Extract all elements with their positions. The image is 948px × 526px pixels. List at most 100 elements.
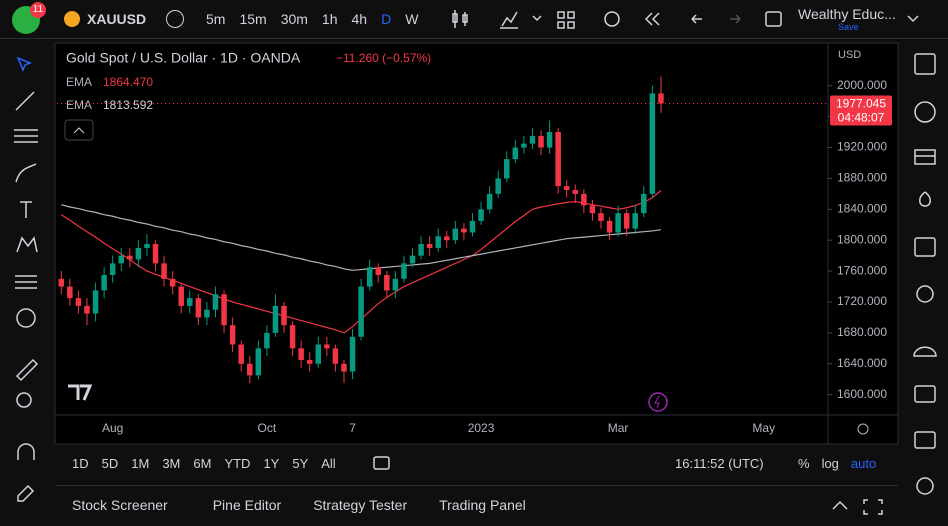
interval[interactable]: 15m <box>239 11 267 27</box>
hotlists-button[interactable] <box>919 191 931 207</box>
interval[interactable]: 4h <box>351 11 368 27</box>
candle-body <box>538 135 544 148</box>
scale-options: % log auto <box>798 456 876 471</box>
maximize-panel[interactable] <box>863 499 883 515</box>
settings-icon[interactable] <box>857 423 869 435</box>
candle-body <box>461 228 467 233</box>
interval[interactable]: 5m <box>206 11 226 27</box>
alerts-button[interactable] <box>914 101 936 123</box>
ideas-button[interactable] <box>916 285 934 303</box>
events-bolt <box>654 395 660 409</box>
candle-body <box>623 213 630 229</box>
candle-body <box>546 132 553 148</box>
replay-icon[interactable] <box>644 12 660 26</box>
layout-menu[interactable] <box>905 10 921 26</box>
icon-tool[interactable] <box>16 308 36 328</box>
range-button[interactable]: 5D <box>101 456 119 471</box>
candle-type-icon[interactable] <box>452 10 468 28</box>
pattern-tool[interactable] <box>16 236 38 253</box>
candle-body <box>58 278 65 287</box>
layouts-icon[interactable] <box>557 11 575 29</box>
range-button[interactable]: 1D <box>72 456 89 471</box>
candle-body <box>127 255 133 260</box>
streams-button[interactable] <box>913 346 937 357</box>
y-tick-label: 1720.000 <box>837 294 887 308</box>
cursor-tool[interactable] <box>16 56 32 72</box>
panel-tab[interactable]: Trading Panel <box>439 497 526 513</box>
watchlist-button[interactable] <box>914 53 936 75</box>
events-icon[interactable] <box>648 392 668 412</box>
candle-body <box>169 278 176 287</box>
candle-body <box>589 205 596 214</box>
interval[interactable]: 1h <box>321 11 338 27</box>
interval[interactable]: D <box>381 11 392 27</box>
candle-body <box>418 244 424 256</box>
add-symbol[interactable] <box>166 10 184 28</box>
messages-button[interactable] <box>914 431 936 449</box>
chart: USD Gold Spot / U.S. Dollar · 1D · OANDA… <box>54 42 899 445</box>
panel-tabs: Stock Screener Pine Editor Strategy Tester… <box>72 497 558 513</box>
layout-name[interactable]: Wealthy Educ... <box>798 6 896 22</box>
text-tool[interactable] <box>20 201 32 218</box>
scale-option[interactable]: % <box>798 456 810 471</box>
interval[interactable]: W <box>405 11 419 27</box>
y-tick-label: 1840.000 <box>837 201 887 215</box>
panel-tab[interactable]: Pine Editor <box>212 497 282 513</box>
candle-body <box>306 359 313 364</box>
candle-body <box>632 213 638 229</box>
measure-tool[interactable] <box>15 358 39 382</box>
scale-option[interactable]: auto <box>850 456 877 471</box>
prediction-tool[interactable] <box>15 275 37 289</box>
help-button[interactable] <box>916 477 934 495</box>
candle-body <box>606 220 613 233</box>
candle-body <box>144 244 150 248</box>
magnet-tool[interactable] <box>17 443 35 460</box>
zoom-tool[interactable] <box>16 392 32 408</box>
goto-date[interactable] <box>372 455 392 471</box>
data-window-button[interactable] <box>914 149 936 165</box>
alert-icon[interactable] <box>604 11 620 27</box>
brush-tool[interactable] <box>15 163 37 183</box>
symbol-icon <box>64 11 80 27</box>
collapse-legend[interactable] <box>64 119 94 141</box>
expand-panel[interactable] <box>832 500 848 510</box>
candle-body <box>204 309 210 318</box>
range-button[interactable]: 1M <box>131 456 150 471</box>
redo-icon[interactable] <box>730 14 741 24</box>
fib-tool[interactable] <box>14 129 38 143</box>
dropdown-icon[interactable] <box>532 15 542 22</box>
panel-tab[interactable]: Stock Screener <box>72 497 168 513</box>
candle-body <box>324 344 330 349</box>
layout-icon[interactable] <box>765 11 782 27</box>
scale-option[interactable]: log <box>821 456 839 471</box>
x-tick-label: Oct <box>258 421 277 435</box>
trend-line-tool[interactable] <box>15 91 35 111</box>
candle-body <box>195 298 202 318</box>
interval[interactable]: 30m <box>280 11 308 27</box>
panel-tab[interactable]: Strategy Tester <box>313 497 408 513</box>
range-button[interactable]: 1Y <box>263 456 280 471</box>
range-button[interactable]: YTD <box>224 456 251 471</box>
candle-body <box>118 255 124 264</box>
lock-tool[interactable] <box>17 484 35 502</box>
candle-body <box>264 332 270 349</box>
calendar-button[interactable] <box>914 237 936 257</box>
collapse-icon <box>73 127 85 134</box>
chats-button[interactable] <box>914 385 936 403</box>
currency-label[interactable]: USD <box>838 49 861 61</box>
clock[interactable]: 16:11:52 (UTC) <box>675 456 764 471</box>
range-button[interactable]: 5Y <box>292 456 309 471</box>
save-label[interactable]: Save <box>838 22 859 32</box>
symbol[interactable]: XAUUSD <box>87 11 147 27</box>
x-tick-label: May <box>752 421 775 435</box>
range-button[interactable]: All <box>321 456 336 471</box>
range-button[interactable]: 3M <box>162 456 181 471</box>
candle-body <box>229 325 236 345</box>
candle-body <box>161 263 167 279</box>
indicators-icon[interactable] <box>500 11 518 29</box>
legend-title: Gold Spot / U.S. Dollar · 1D · OANDA <box>66 50 301 66</box>
candle-body <box>495 178 501 194</box>
undo-icon[interactable] <box>691 14 702 24</box>
range-list: 1D 5D 1M 3M 6M YTD 1Y 5Y All <box>72 456 336 471</box>
range-button[interactable]: 6M <box>193 456 212 471</box>
